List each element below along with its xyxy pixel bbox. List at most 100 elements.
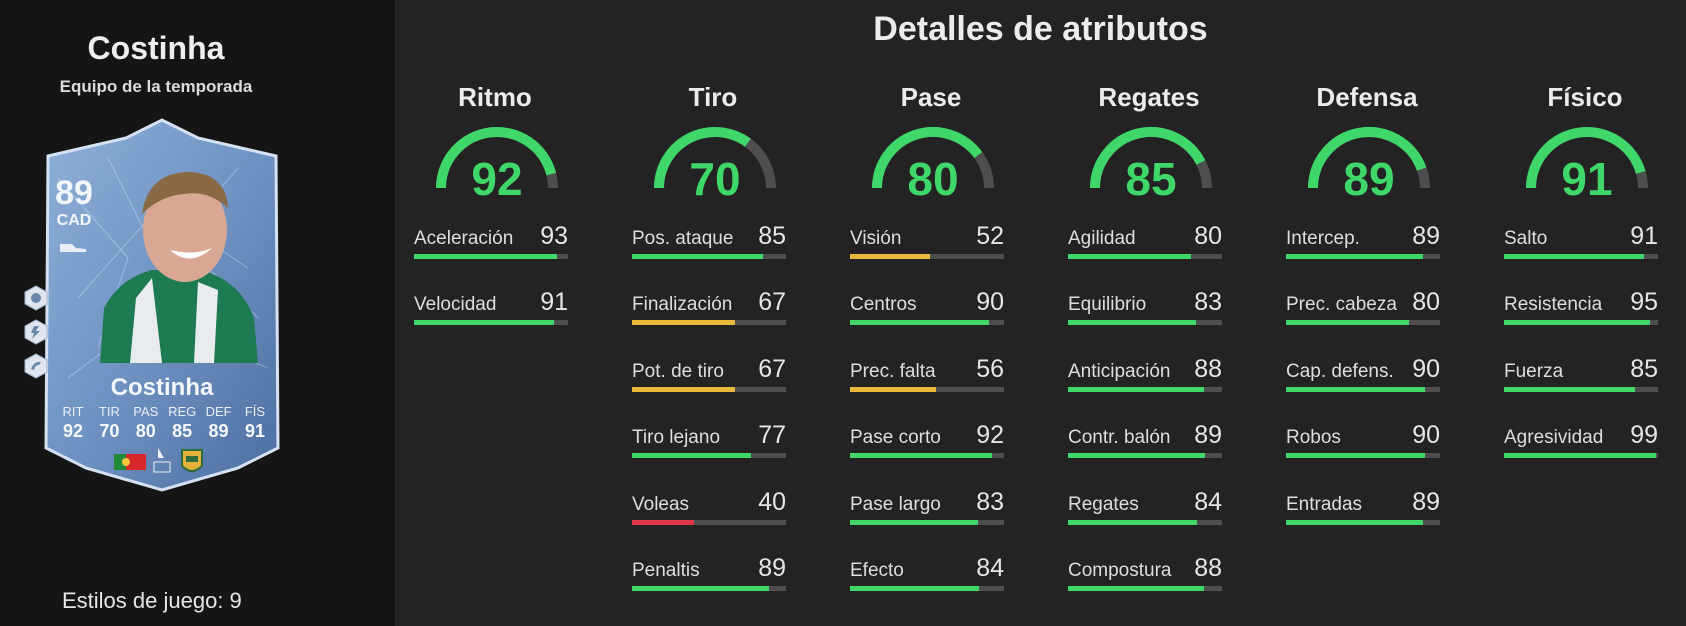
category-title: Pase <box>900 82 962 112</box>
attribute-row: Velocidad 91 <box>414 286 568 326</box>
attribute-label: Intercep. <box>1286 228 1360 249</box>
attribute-bar-track <box>1068 520 1222 525</box>
card-stat-value: 80 <box>135 421 156 441</box>
attribute-bar-track <box>850 586 1004 591</box>
attribute-bar-track <box>1068 586 1222 591</box>
playstyle-icon[interactable] <box>22 318 50 346</box>
attribute-bar-track <box>1068 387 1222 392</box>
attribute-row: Compostura 88 <box>1068 552 1222 592</box>
attribute-value: 84 <box>976 554 1004 582</box>
attribute-bar-fill <box>414 254 558 259</box>
attribute-row: Prec. falta 56 <box>850 353 1004 393</box>
attribute-bar-track <box>850 520 1004 525</box>
card-stat-label: PAS <box>133 404 159 419</box>
category-gauge <box>1308 127 1430 189</box>
category-3: Regates 85 Agilidad 80 Equilibrio 83 Anticipac… <box>1068 78 1230 626</box>
card-stat-label: TIR <box>98 404 120 419</box>
attribute-row: Contr. balón 89 <box>1068 419 1222 459</box>
attribute-value: 91 <box>540 288 568 316</box>
gauge-fill <box>872 127 983 189</box>
attribute-bar-fill <box>1504 254 1645 259</box>
player-card[interactable]: 89 CAD Costinha RIT 92 TIR 70 PAS 8 <box>38 118 286 493</box>
attribute-row: Finalización 67 <box>632 286 786 326</box>
attribute-bar-track <box>1286 520 1440 525</box>
attribute-value: 85 <box>1630 355 1658 383</box>
attribute-row: Pase corto 92 <box>850 419 1004 459</box>
attribute-label: Prec. cabeza <box>1286 294 1397 315</box>
attribute-bar-track <box>850 320 1004 325</box>
attribute-value: 80 <box>1412 288 1440 316</box>
card-position: CAD <box>56 212 92 229</box>
attribute-label: Finalización <box>632 294 733 315</box>
attribute-label: Robos <box>1286 427 1341 448</box>
attribute-row: Aceleración 93 <box>414 220 568 260</box>
category-gauge <box>1090 127 1212 189</box>
playstyles-count: Estilos de juego: 9 <box>62 588 242 613</box>
card-stats: RIT 92 TIR 70 PAS 80 REG 85 DEF 89 FÍS 9… <box>56 404 272 442</box>
attribute-bar-fill <box>632 586 770 591</box>
attribute-bar-track <box>632 520 786 525</box>
category-gauge <box>436 127 558 189</box>
attribute-value: 85 <box>758 222 786 250</box>
attribute-row: Anticipación 88 <box>1068 353 1222 393</box>
attribute-value: 88 <box>1194 355 1222 383</box>
attribute-row: Voleas 40 <box>632 486 786 526</box>
card-stat-value: 70 <box>99 421 120 441</box>
attribute-value: 56 <box>976 355 1004 383</box>
attribute-value: 93 <box>540 222 568 250</box>
attribute-row: Visión 52 <box>850 220 1004 260</box>
attribute-row: Entradas 89 <box>1286 486 1440 526</box>
attribute-bar-track <box>632 320 786 325</box>
card-stat: DEF 89 <box>202 404 236 442</box>
attribute-label: Velocidad <box>414 294 497 315</box>
attribute-label: Agilidad <box>1068 228 1136 249</box>
category-gauge <box>1526 127 1648 189</box>
attribute-label: Fuerza <box>1504 361 1564 382</box>
playstyle-icon[interactable] <box>22 284 50 312</box>
attribute-bar-fill <box>850 453 992 458</box>
attribute-bar-track <box>1286 320 1440 325</box>
attribute-row: Agilidad 80 <box>1068 220 1222 260</box>
card-stat-label: DEF <box>205 404 232 419</box>
category-value: 92 <box>471 153 523 205</box>
rio-ave-crest <box>181 449 203 472</box>
attribute-bar-track <box>1504 453 1658 458</box>
attribute-bar-fill <box>632 453 751 458</box>
attribute-label: Efecto <box>850 560 904 581</box>
attribute-bar-fill <box>850 520 978 525</box>
attribute-label: Voleas <box>632 494 690 515</box>
category-gauge <box>872 127 994 189</box>
card-stat-label: FÍS <box>244 404 266 419</box>
attribute-value: 91 <box>1630 222 1658 250</box>
gauge-fill <box>1526 127 1646 189</box>
attribute-bar-fill <box>1504 320 1651 325</box>
attribute-row: Pos. ataque 85 <box>632 220 786 260</box>
category-title: Defensa <box>1316 82 1418 112</box>
gauge-fill <box>436 127 557 189</box>
attribute-bar-fill <box>1286 320 1410 325</box>
attribute-value: 84 <box>1194 488 1222 516</box>
attribute-value: 89 <box>1194 421 1222 449</box>
category-title: Regates <box>1098 82 1200 112</box>
card-rating: 89 <box>55 174 93 212</box>
attribute-bar-track <box>1286 254 1440 259</box>
attribute-bar-fill <box>414 320 555 325</box>
attribute-label: Equilibrio <box>1068 294 1147 315</box>
attribute-bar-fill <box>1068 320 1196 325</box>
card-player-name: Costinha <box>110 374 214 401</box>
category-0: Ritmo 92 Aceleración 93 Velocidad 91 <box>414 78 576 626</box>
attribute-value: 40 <box>758 488 786 516</box>
attribute-bar-track <box>632 387 786 392</box>
playstyle-icon[interactable] <box>22 352 50 380</box>
attribute-bar-fill <box>1286 254 1424 259</box>
attribute-bar-fill <box>1068 453 1206 458</box>
attribute-value: 90 <box>1412 355 1440 383</box>
attribute-label: Pase corto <box>850 427 941 448</box>
attribute-value: 77 <box>758 421 786 449</box>
attribute-bar-track <box>414 254 568 259</box>
attribute-row: Centros 90 <box>850 286 1004 326</box>
attribute-row: Regates 84 <box>1068 486 1222 526</box>
card-stat-value: 89 <box>208 421 229 441</box>
attribute-label: Prec. falta <box>850 361 936 382</box>
attribute-value: 92 <box>976 421 1004 449</box>
